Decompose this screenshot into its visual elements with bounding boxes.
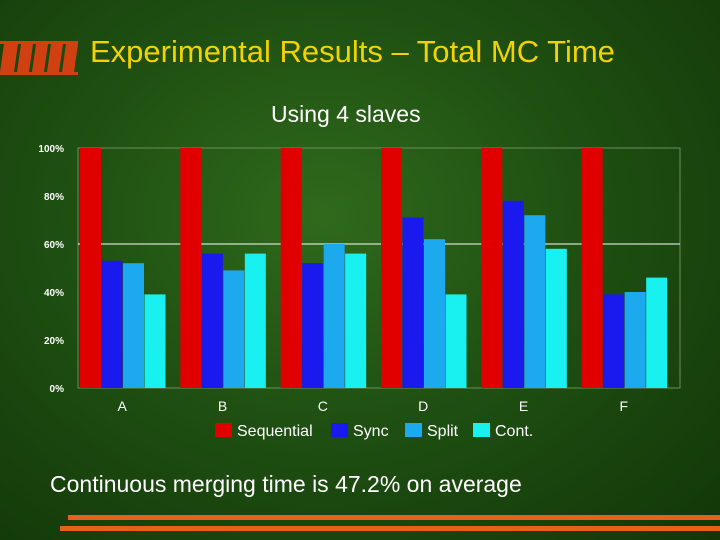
plot-area — [77, 147, 681, 389]
bar-b-sync — [201, 253, 223, 388]
bar-e-cont — [545, 248, 567, 388]
bar-f-sequential — [581, 148, 603, 388]
legend-swatch — [215, 423, 232, 437]
x-tick-label: D — [418, 398, 428, 414]
x-tick-label: F — [620, 398, 629, 414]
bar-b-cont — [244, 253, 266, 388]
y-tick-label: 0% — [50, 384, 65, 395]
bar-d-cont — [445, 294, 467, 388]
y-tick-label: 80% — [44, 192, 64, 203]
bar-chart: 0% 20% 40% 60% 80% 100% A B C D E F Sequential Sync… — [38, 144, 681, 440]
bar-e-split — [524, 215, 546, 388]
bar-c-sync — [302, 263, 324, 388]
slide-title: Experimental Results – Total MC Time — [90, 34, 615, 69]
bar-d-sequential — [381, 148, 402, 388]
legend-label: Cont. — [495, 423, 533, 440]
y-tick-label: 20% — [44, 336, 64, 347]
bar-c-sequential — [280, 148, 302, 388]
y-tick-label: 60% — [44, 240, 64, 251]
bar-c-split — [323, 244, 345, 388]
bar-a-cont — [144, 294, 166, 388]
bar-d-split — [424, 239, 445, 388]
legend-swatch — [405, 423, 422, 437]
legend-swatch — [331, 423, 348, 437]
bar-c-cont — [345, 253, 367, 388]
bar-a-sync — [101, 260, 123, 388]
legend-swatch — [473, 423, 490, 437]
y-tick-label: 100% — [38, 144, 64, 155]
bar-e-sync — [502, 200, 524, 388]
x-tick-label: C — [318, 398, 328, 414]
bar-f-sync — [603, 294, 625, 388]
y-tick-label: 40% — [44, 288, 64, 299]
legend-label: Split — [427, 423, 459, 440]
bar-e-sequential — [481, 148, 503, 388]
bar-a-split — [123, 263, 144, 388]
x-tick-label: A — [117, 398, 127, 414]
bar-d-sync — [402, 217, 424, 388]
bar-f-cont — [646, 277, 668, 388]
bar-b-sequential — [180, 148, 202, 388]
bar-f-split — [624, 292, 646, 388]
bottom-accent-bar — [60, 515, 720, 531]
legend-label: Sequential — [237, 423, 313, 440]
x-tick-label: E — [519, 398, 528, 414]
bar-a-sequential — [80, 148, 101, 388]
chart-subtitle: Using 4 slaves — [271, 101, 421, 127]
bar-b-split — [223, 270, 245, 388]
slide-caption: Continuous merging time is 47.2% on aver… — [50, 471, 522, 497]
x-tick-label: B — [218, 398, 227, 414]
slide-logo-stripes — [0, 41, 78, 75]
legend-label: Sync — [353, 423, 389, 440]
